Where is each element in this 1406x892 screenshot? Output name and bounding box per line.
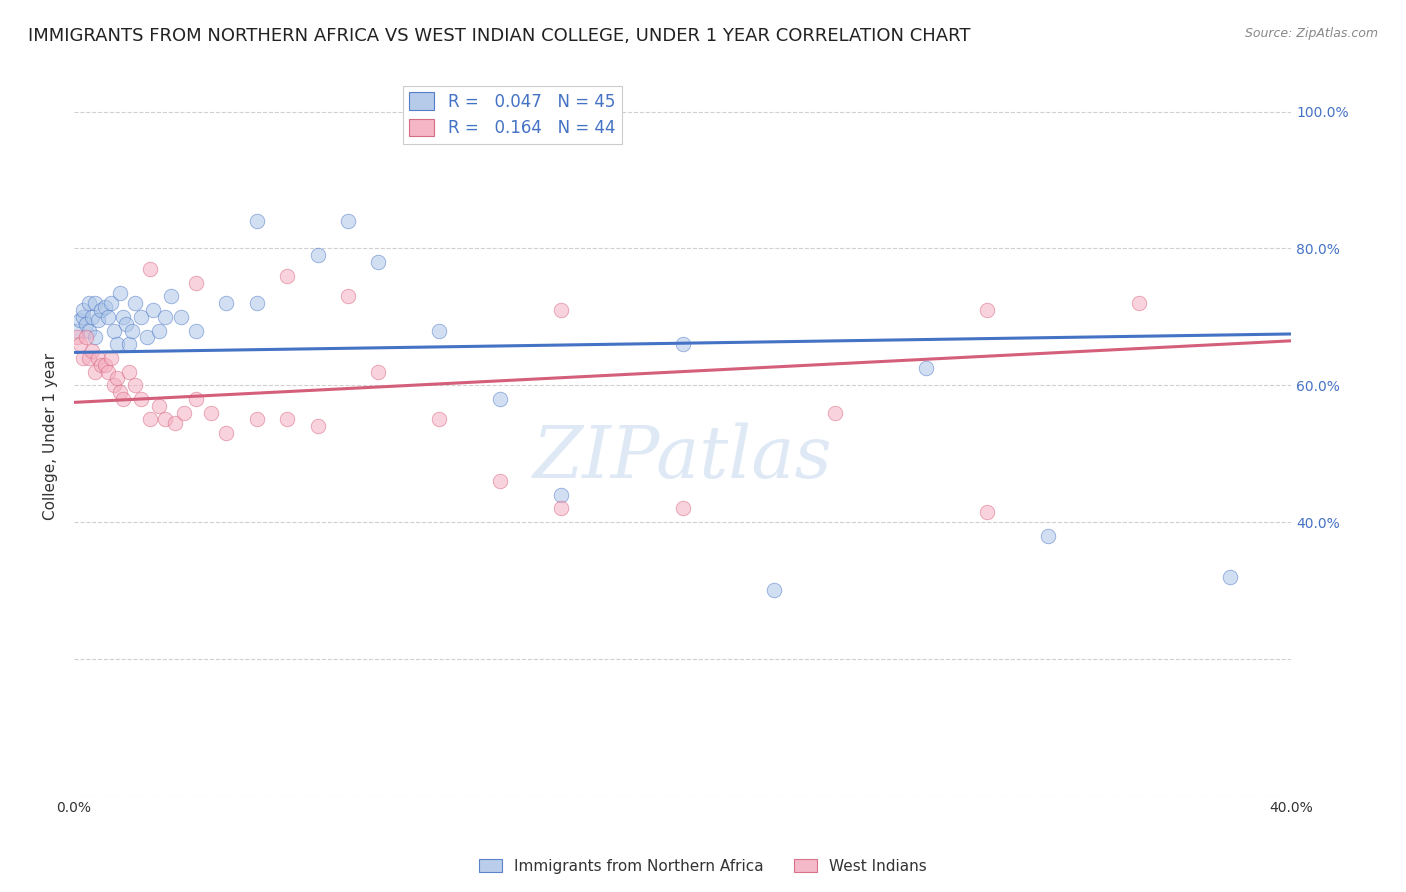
Point: [105, 337, 128, 351]
Point: [1036, 529, 1059, 543]
Point: [155, 412, 177, 426]
Point: [148, 324, 170, 338]
Text: ZIPatlas: ZIPatlas: [533, 423, 832, 493]
Point: [72, 310, 94, 324]
Point: [136, 330, 159, 344]
Point: [72, 303, 94, 318]
Point: [427, 324, 450, 338]
Point: [160, 289, 183, 303]
Point: [307, 419, 329, 434]
Legend: R =   0.047   N = 45, R =   0.164   N = 44: R = 0.047 N = 45, R = 0.164 N = 44: [402, 86, 621, 144]
Point: [114, 317, 136, 331]
Point: [124, 296, 146, 310]
Point: [103, 378, 125, 392]
Point: [215, 426, 238, 441]
Point: [307, 248, 329, 262]
Point: [246, 412, 269, 426]
Point: [129, 310, 152, 324]
Point: [66, 324, 89, 338]
Point: [489, 474, 512, 488]
Point: [90, 358, 112, 372]
Point: [142, 303, 165, 318]
Point: [103, 324, 125, 338]
Point: [111, 310, 134, 324]
Point: [97, 310, 120, 324]
Text: Source: ZipAtlas.com: Source: ZipAtlas.com: [1244, 27, 1378, 40]
Point: [184, 324, 207, 338]
Point: [105, 371, 128, 385]
Point: [169, 310, 191, 324]
Point: [129, 392, 152, 406]
Point: [1219, 570, 1241, 584]
Point: [1128, 296, 1150, 310]
Point: [75, 317, 97, 331]
Point: [108, 285, 131, 300]
Point: [87, 351, 110, 365]
Point: [82, 310, 104, 324]
Point: [97, 365, 120, 379]
Point: [427, 412, 450, 426]
Point: [672, 501, 695, 516]
Point: [550, 501, 572, 516]
Point: [155, 310, 177, 324]
Point: [163, 416, 186, 430]
Point: [87, 313, 110, 327]
Text: IMMIGRANTS FROM NORTHERN AFRICA VS WEST INDIAN COLLEGE, UNDER 1 YEAR CORRELATION: IMMIGRANTS FROM NORTHERN AFRICA VS WEST …: [28, 27, 970, 45]
Point: [100, 351, 122, 365]
Y-axis label: College, Under 1 year: College, Under 1 year: [44, 353, 58, 520]
Point: [69, 313, 91, 327]
Point: [118, 337, 141, 351]
Point: [79, 324, 101, 338]
Point: [367, 365, 389, 379]
Point: [276, 268, 298, 283]
Point: [173, 406, 195, 420]
Point: [550, 303, 572, 318]
Point: [550, 488, 572, 502]
Point: [824, 406, 846, 420]
Point: [108, 385, 131, 400]
Point: [111, 392, 134, 406]
Point: [90, 303, 112, 318]
Point: [489, 392, 512, 406]
Point: [66, 330, 89, 344]
Point: [69, 337, 91, 351]
Point: [84, 296, 107, 310]
Point: [672, 337, 695, 351]
Point: [93, 300, 115, 314]
Point: [79, 351, 101, 365]
Point: [915, 361, 938, 376]
Point: [84, 365, 107, 379]
Point: [215, 296, 238, 310]
Point: [118, 365, 141, 379]
Point: [139, 412, 162, 426]
Point: [367, 255, 389, 269]
Point: [200, 406, 222, 420]
Point: [72, 351, 94, 365]
Point: [246, 214, 269, 228]
Point: [148, 399, 170, 413]
Point: [184, 392, 207, 406]
Point: [79, 296, 101, 310]
Point: [82, 344, 104, 359]
Point: [976, 303, 998, 318]
Point: [84, 330, 107, 344]
Point: [336, 289, 359, 303]
Point: [139, 262, 162, 277]
Point: [276, 412, 298, 426]
Point: [763, 583, 786, 598]
Point: [124, 378, 146, 392]
Point: [976, 505, 998, 519]
Point: [93, 358, 115, 372]
Point: [75, 330, 97, 344]
Legend: Immigrants from Northern Africa, West Indians: Immigrants from Northern Africa, West In…: [472, 853, 934, 880]
Point: [336, 214, 359, 228]
Point: [100, 296, 122, 310]
Point: [121, 324, 143, 338]
Point: [246, 296, 269, 310]
Point: [184, 276, 207, 290]
